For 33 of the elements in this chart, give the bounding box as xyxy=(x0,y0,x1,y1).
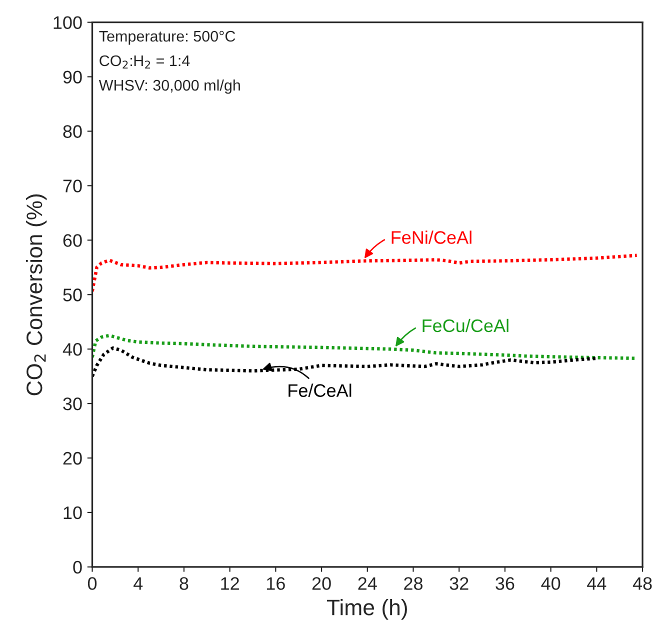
annotation: FeNi/CeAl xyxy=(392,230,472,244)
y-tick-label: 50 xyxy=(63,288,82,302)
x-axis-title: Time (h) xyxy=(326,599,407,620)
y-tick-label: 80 xyxy=(63,125,82,138)
annotation: Fe/CeAl xyxy=(288,384,352,397)
line-series xyxy=(92,346,598,378)
y-tick-label: 20 xyxy=(63,452,82,465)
x-tick-label: 4 xyxy=(134,577,143,590)
x-tick-label: 8 xyxy=(180,577,188,590)
annotation: CO$_{2}$:H$_{2}$ = 1:4 xyxy=(100,55,190,69)
annotation: WHSV: 30,000 ml/gh xyxy=(98,79,240,94)
x-tick-label: 16 xyxy=(267,577,285,590)
x-tick-label: 28 xyxy=(404,577,423,590)
y-tick-label: 90 xyxy=(63,70,82,84)
x-tick-label: 40 xyxy=(541,577,560,590)
y-tick-label: 10 xyxy=(64,506,82,520)
x-tick-label: 32 xyxy=(450,577,468,590)
y-axis-title: CO$_{2}$ Conversion (%) xyxy=(26,194,47,396)
x-tick-label: 44 xyxy=(587,577,606,590)
x-tick-label: 36 xyxy=(496,577,514,590)
x-tick-label: 0 xyxy=(88,577,97,590)
x-tick-label: 12 xyxy=(221,577,239,590)
y-tick-label: 70 xyxy=(63,180,82,192)
x-tick-label: 20 xyxy=(312,577,331,590)
y-tick-label: 0 xyxy=(73,560,82,574)
x-tick-label: 24 xyxy=(358,577,377,590)
y-tick-label: 60 xyxy=(63,234,82,247)
annotation: Temperature: 500°C xyxy=(99,30,236,45)
annotation: FeCu/CeAl xyxy=(422,318,508,332)
y-tick-label: 30 xyxy=(63,397,82,410)
y-tick-label: 100 xyxy=(54,16,82,30)
x-tick-label: 48 xyxy=(632,577,652,590)
y-tick-label: 40 xyxy=(62,343,82,356)
